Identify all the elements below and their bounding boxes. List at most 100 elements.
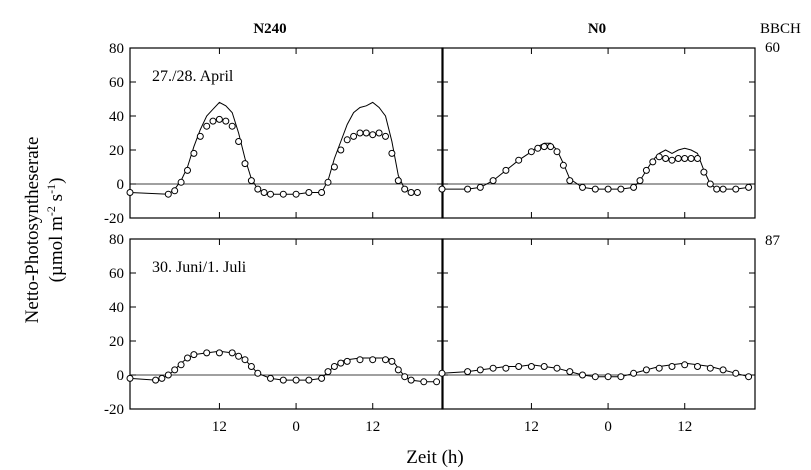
data-point [579, 183, 586, 191]
data-point [235, 352, 243, 360]
data-point [745, 183, 753, 191]
data-point [292, 376, 300, 384]
data-point [203, 349, 211, 357]
data-point [681, 361, 689, 369]
y-tick-label: 60 [109, 75, 124, 91]
data-point [668, 363, 676, 370]
y-axis-label: Netto-Photosyntheserate (µmol m-2 s-1) [22, 137, 67, 324]
data-point [279, 376, 287, 384]
data-point [540, 143, 548, 151]
data-point [215, 115, 223, 123]
data-point [196, 132, 204, 140]
data-point [591, 185, 599, 193]
data-point [177, 178, 185, 186]
y-tick-label: 60 [109, 266, 124, 282]
data-point [267, 190, 274, 198]
data-point [260, 189, 268, 196]
x-tick-label: 0 [604, 419, 612, 435]
data-point [375, 129, 383, 137]
data-point [649, 158, 657, 166]
data-point [164, 190, 172, 198]
data-point [337, 359, 345, 367]
data-point [433, 378, 441, 386]
column-header-n240: N240 [253, 21, 286, 37]
data-point [254, 369, 262, 377]
data-point [222, 117, 230, 125]
data-point [489, 177, 497, 185]
x-tick-label: 12 [365, 419, 380, 435]
data-point [215, 349, 223, 357]
data-point [502, 364, 510, 372]
data-point [382, 356, 389, 364]
data-point [152, 376, 160, 384]
data-point [388, 357, 396, 365]
data-point [534, 144, 542, 152]
panel-r0-c0: 80 60 40 20 0 -20 27./28. April [104, 41, 444, 227]
data-point [617, 373, 625, 381]
data-point [126, 374, 134, 382]
data-point [394, 366, 402, 374]
data-point [540, 363, 548, 370]
data-point [604, 185, 612, 193]
data-point [655, 364, 663, 372]
data-point [235, 138, 243, 145]
data-point [337, 146, 345, 154]
data-point [279, 190, 287, 198]
data-point [369, 131, 377, 139]
data-point [694, 363, 701, 370]
data-point [694, 155, 701, 162]
data-point [407, 189, 415, 196]
data-point [642, 366, 650, 374]
data-point [241, 160, 249, 168]
period-label: 30. Juni/1. Juli [152, 259, 247, 276]
data-point [171, 366, 179, 374]
data-point [745, 373, 753, 381]
x-tick-label: 12 [212, 419, 227, 435]
data-point [706, 180, 714, 188]
data-point [527, 148, 535, 156]
x-tick-label: 12 [524, 419, 539, 435]
panel-frame [441, 238, 756, 410]
y-tick-label: 80 [109, 232, 124, 248]
data-point [241, 356, 249, 364]
bbch-value-row2: 87 [765, 233, 781, 249]
data-point [356, 356, 364, 364]
data-point [394, 177, 402, 185]
data-point [566, 177, 574, 185]
data-point [184, 354, 191, 362]
data-point [732, 369, 740, 377]
data-point [401, 373, 409, 381]
data-point [559, 161, 567, 169]
data-point [630, 369, 638, 377]
data-point [438, 185, 446, 193]
bbch-value-row1: 60 [765, 40, 780, 56]
y-axis-label-line2: (µmol m-2 s-1) [44, 178, 67, 283]
data-point [515, 363, 523, 370]
series-line [442, 142, 749, 190]
data-point [184, 166, 191, 174]
data-point [171, 187, 179, 195]
data-point [732, 185, 740, 193]
panel-frame [129, 238, 444, 410]
data-point [362, 129, 370, 137]
data-point [630, 183, 638, 191]
data-point [158, 374, 166, 382]
data-point [369, 356, 377, 364]
bbch-header: BBCH [760, 21, 801, 37]
panel-r1-c0: 80 60 40 20 0 -20 12 0 12 30. Juni/1. Juli [104, 232, 444, 435]
data-point [247, 177, 255, 185]
data-point [617, 185, 625, 193]
data-point [324, 368, 332, 376]
data-point [190, 149, 198, 157]
y-tick-label: 0 [117, 368, 125, 384]
data-point [502, 166, 510, 174]
data-point [527, 363, 535, 370]
data-point [476, 366, 484, 374]
y-tick-label: -20 [104, 402, 124, 418]
period-label: 27./28. April [152, 68, 234, 85]
data-point [566, 368, 574, 376]
series-line [129, 101, 418, 195]
data-point [177, 361, 185, 369]
data-point [553, 364, 561, 372]
